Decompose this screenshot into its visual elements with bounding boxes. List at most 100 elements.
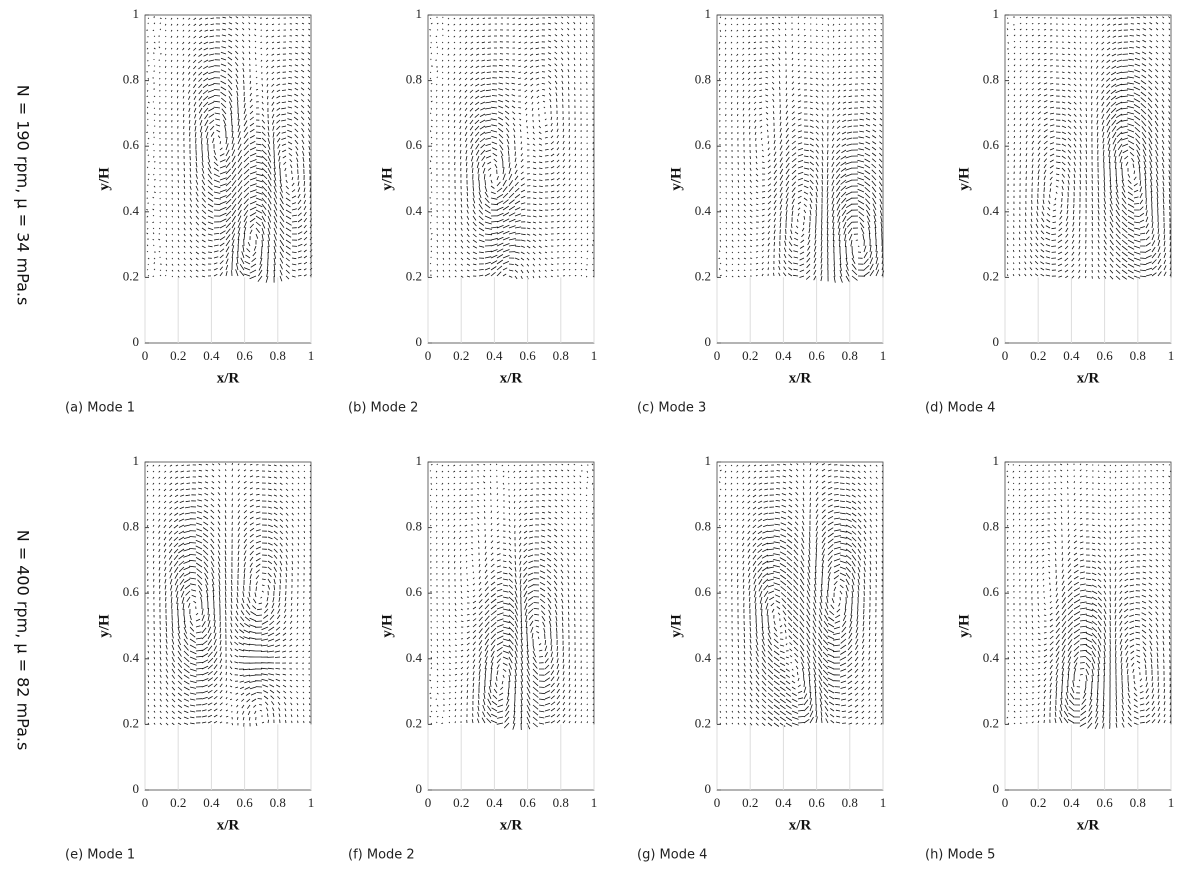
y-axis-label: y/H [379, 167, 395, 191]
caption: (c) Mode 3 [637, 401, 706, 416]
y-tick-label: 0 [416, 781, 423, 796]
y-tick-label: 0.4 [406, 203, 423, 218]
x-tick-label: 0.8 [270, 348, 286, 363]
y-tick-label: 0.8 [983, 519, 999, 534]
y-tick-label: 0.8 [983, 72, 999, 87]
y-tick-label: 0.6 [695, 137, 712, 152]
plot-frame [144, 14, 312, 344]
y-tick-label: 0 [416, 334, 423, 349]
y-tick-label: 1 [705, 6, 712, 21]
y-tick-label: 0.8 [406, 519, 422, 534]
y-tick-label: 1 [416, 453, 423, 468]
x-tick-label: 0.4 [203, 348, 220, 363]
y-axis-label: y/H [956, 167, 972, 191]
vector-field [146, 16, 313, 283]
x-tick-label: 1 [308, 348, 315, 363]
x-axis-label: x/R [500, 370, 523, 386]
caption: (f) Mode 2 [348, 848, 415, 863]
vector-field [146, 462, 312, 727]
y-tick-label: 1 [416, 6, 423, 21]
x-tick-label: 1 [1168, 795, 1175, 810]
y-tick-label: 0.6 [123, 137, 140, 152]
y-axis-label: y/H [96, 167, 112, 191]
y-axis-label: y/H [668, 167, 684, 191]
y-tick-label: 0.6 [406, 584, 423, 599]
x-tick-label: 1 [1168, 348, 1175, 363]
y-tick-label: 0.8 [123, 519, 139, 534]
caption: (h) Mode 5 [925, 848, 995, 863]
x-tick-label: 0.8 [553, 348, 569, 363]
x-axis-label: x/R [217, 817, 240, 833]
x-axis-label: x/R [789, 370, 812, 386]
y-tick-label: 0.2 [406, 268, 422, 283]
x-axis-label: x/R [1077, 817, 1100, 833]
x-tick-label: 0.6 [519, 795, 536, 810]
plot-frame [716, 461, 884, 791]
y-tick-label: 1 [993, 6, 1000, 21]
y-tick-label: 1 [133, 6, 140, 21]
y-tick-label: 0.2 [406, 715, 422, 730]
y-tick-label: 0.2 [695, 268, 711, 283]
x-tick-label: 0.2 [170, 795, 186, 810]
x-tick-label: 1 [880, 348, 887, 363]
x-tick-label: 0.2 [1030, 348, 1046, 363]
x-tick-label: 0.6 [236, 795, 253, 810]
x-tick-label: 0.4 [1063, 795, 1080, 810]
y-tick-label: 0.4 [695, 203, 712, 218]
x-tick-label: 0.6 [1096, 795, 1113, 810]
plot-frame [427, 461, 595, 791]
y-tick-label: 0.4 [123, 203, 140, 218]
plot-frame [716, 14, 884, 344]
plot-frame [1004, 14, 1172, 344]
x-tick-label: 0.2 [453, 795, 469, 810]
x-axis-label: x/R [500, 817, 523, 833]
y-tick-label: 0.4 [983, 203, 1000, 218]
y-axis-label: y/H [379, 614, 395, 638]
y-tick-label: 0 [993, 781, 1000, 796]
y-axis-label: y/H [668, 614, 684, 638]
y-tick-label: 0 [133, 781, 140, 796]
x-tick-label: 0.4 [775, 795, 792, 810]
x-tick-label: 1 [591, 795, 598, 810]
x-tick-label: 0.8 [1130, 795, 1146, 810]
y-tick-label: 0 [993, 334, 1000, 349]
x-tick-label: 0.6 [519, 348, 536, 363]
x-tick-label: 0.8 [553, 795, 569, 810]
x-tick-label: 0 [714, 348, 721, 363]
y-tick-label: 0.2 [123, 268, 139, 283]
plot-frame [1004, 461, 1172, 791]
y-tick-label: 0.6 [406, 137, 423, 152]
x-tick-label: 0 [425, 348, 432, 363]
x-tick-label: 1 [591, 348, 598, 363]
x-tick-label: 0.8 [842, 795, 858, 810]
x-tick-label: 0.8 [1130, 348, 1146, 363]
vector-field [1006, 16, 1172, 280]
x-tick-label: 0 [425, 795, 432, 810]
x-tick-label: 1 [880, 795, 887, 810]
y-tick-label: 0.2 [983, 268, 999, 283]
x-tick-label: 0.2 [453, 348, 469, 363]
y-tick-label: 1 [133, 453, 140, 468]
vector-field [429, 463, 595, 731]
caption: (d) Mode 4 [925, 401, 995, 416]
caption: (e) Mode 1 [65, 848, 135, 863]
x-tick-label: 0.4 [1063, 348, 1080, 363]
x-tick-label: 0.4 [203, 795, 220, 810]
y-tick-label: 0.8 [695, 72, 711, 87]
x-tick-label: 0.6 [808, 795, 825, 810]
caption: (a) Mode 1 [65, 401, 135, 416]
x-tick-label: 0.2 [742, 795, 758, 810]
x-axis-label: x/R [789, 817, 812, 833]
x-tick-label: 0.4 [775, 348, 792, 363]
x-tick-label: 0.4 [486, 795, 503, 810]
vector-field [429, 16, 595, 280]
x-tick-label: 0.6 [808, 348, 825, 363]
vector-field [1006, 463, 1172, 730]
x-tick-label: 0.4 [486, 348, 503, 363]
y-tick-label: 0.8 [406, 72, 422, 87]
row-label: N = 190 rpm, μ = 34 mPa.s [14, 85, 33, 306]
y-tick-label: 0.4 [123, 650, 140, 665]
plot-frame [427, 14, 595, 344]
vector-field [718, 462, 884, 727]
x-tick-label: 0 [1002, 795, 1009, 810]
